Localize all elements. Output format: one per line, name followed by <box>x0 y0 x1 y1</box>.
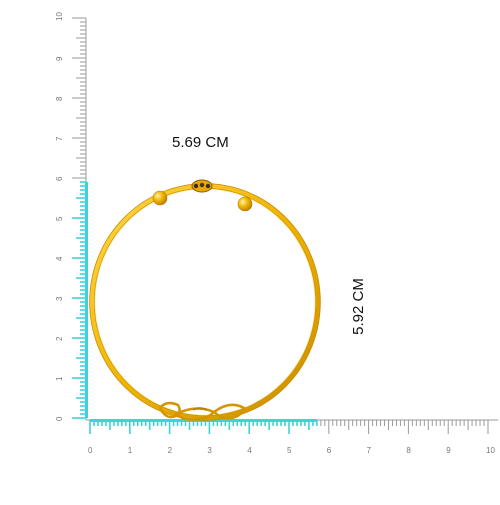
vertical-ruler: 0 1 2 3 4 5 6 7 8 9 10 <box>55 12 88 421</box>
vertical-ruler-ticks <box>72 18 86 178</box>
gold-bangle <box>92 180 318 420</box>
bangle-bead-left <box>153 191 167 205</box>
vertical-ruler-number: 3 <box>55 296 64 301</box>
horizontal-ruler-number: 4 <box>247 446 252 455</box>
vertical-ruler-number: 6 <box>55 176 64 181</box>
horizontal-ruler-number: 9 <box>446 446 451 455</box>
vertical-ruler-number: 7 <box>55 136 64 141</box>
bangle-ring <box>92 186 318 418</box>
vertical-ruler-number: 0 <box>55 416 64 421</box>
vertical-ruler-number: 1 <box>55 376 64 381</box>
vertical-ruler-number: 2 <box>55 336 64 341</box>
horizontal-ruler-ticks <box>321 420 488 434</box>
bangle-ring-highlight <box>95 189 315 415</box>
horizontal-ruler-number: 3 <box>207 446 212 455</box>
horizontal-ruler-number: 10 <box>486 446 495 455</box>
vertical-ruler-number: 9 <box>55 56 64 61</box>
horizontal-ruler-numbers: 0 1 2 3 4 5 6 7 8 9 10 <box>88 446 495 455</box>
bangle-top-charm <box>192 180 212 192</box>
vertical-ruler-numbers: 0 1 2 3 4 5 6 7 8 9 10 <box>55 12 64 421</box>
vertical-ruler-highlight <box>72 182 88 418</box>
vertical-ruler-number: 8 <box>55 96 64 101</box>
horizontal-ruler-number: 2 <box>168 446 173 455</box>
horizontal-ruler-number: 0 <box>88 446 93 455</box>
vertical-ruler-highlight-bar <box>85 182 88 418</box>
vertical-ruler-number: 4 <box>55 256 64 261</box>
height-measurement-label: 5.92 CM <box>350 278 367 335</box>
horizontal-ruler-number: 6 <box>327 446 332 455</box>
width-measurement-label: 5.69 CM <box>172 134 229 151</box>
horizontal-ruler-number: 5 <box>287 446 292 455</box>
bangle-bead-right <box>238 197 252 211</box>
horizontal-ruler-number: 1 <box>128 446 133 455</box>
horizontal-ruler-number: 8 <box>406 446 411 455</box>
vertical-ruler-number: 5 <box>55 216 64 221</box>
horizontal-ruler: 0 1 2 3 4 5 6 7 8 9 10 <box>86 419 498 455</box>
vertical-ruler-number: 10 <box>55 12 64 21</box>
horizontal-ruler-highlight <box>90 419 317 434</box>
horizontal-ruler-number: 7 <box>367 446 372 455</box>
